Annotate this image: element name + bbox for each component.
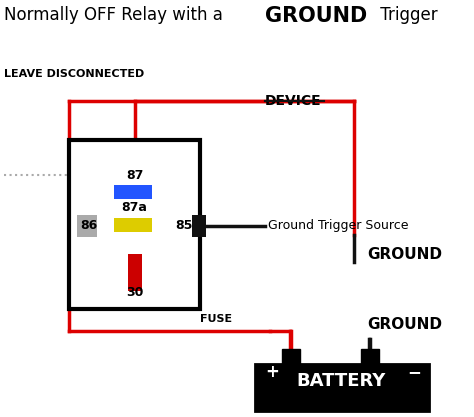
Text: Trigger: Trigger [375, 6, 438, 24]
Bar [361, 349, 379, 365]
Bar [192, 215, 206, 237]
Text: GROUND: GROUND [367, 317, 442, 332]
Bar [255, 364, 429, 411]
Text: FUSE: FUSE [200, 314, 232, 324]
Text: GROUND: GROUND [367, 247, 442, 262]
Bar [128, 254, 142, 291]
Text: 30: 30 [126, 286, 143, 299]
Text: Ground Trigger Source: Ground Trigger Source [268, 219, 408, 232]
Text: Normally OFF Relay with a: Normally OFF Relay with a [4, 6, 228, 24]
Text: DEVICE: DEVICE [265, 94, 321, 108]
Text: 87: 87 [126, 169, 143, 182]
Text: +: + [265, 363, 279, 381]
Bar [77, 215, 97, 237]
Bar [114, 218, 152, 232]
Text: LEAVE DISCONNECTED: LEAVE DISCONNECTED [4, 69, 145, 79]
Text: −: − [407, 363, 421, 381]
Text: GROUND: GROUND [265, 6, 367, 26]
Bar [114, 185, 152, 199]
Bar [69, 141, 200, 309]
Bar [282, 349, 300, 365]
Text: 87a: 87a [122, 201, 147, 214]
Text: 86: 86 [80, 219, 98, 232]
Text: 85: 85 [176, 219, 193, 232]
Text: BATTERY: BATTERY [297, 372, 386, 390]
